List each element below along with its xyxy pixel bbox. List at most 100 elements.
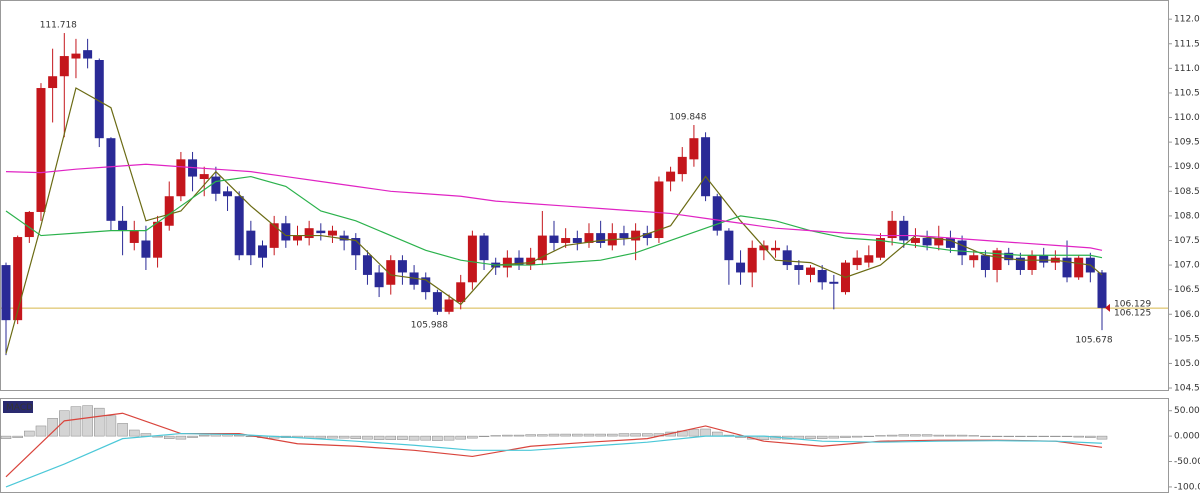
candle-body [211, 176, 221, 194]
histogram-bar [513, 434, 525, 437]
macd-panel [0, 398, 1169, 493]
y-tick-label: 112.000 [1174, 15, 1200, 25]
candle-body [794, 265, 804, 270]
candle-body [1074, 257, 1084, 278]
candle-body [537, 235, 547, 261]
candle-body [782, 250, 792, 266]
histogram-bar [362, 435, 373, 440]
y-tick-label: -100.0000 [1174, 482, 1200, 492]
histogram-bar [105, 415, 117, 437]
candle-body [829, 281, 839, 284]
candle-body [1039, 255, 1049, 263]
candle-body [153, 221, 163, 258]
price-panel [0, 0, 1169, 391]
histogram-bar [711, 431, 723, 437]
histogram-bar [688, 429, 700, 437]
histogram-bar [980, 435, 991, 437]
histogram-bar [163, 435, 175, 439]
candle-body [957, 240, 967, 256]
histogram-bar [129, 429, 140, 437]
candle-body [736, 262, 746, 273]
histogram-bar [315, 435, 327, 439]
histogram-bar [1073, 435, 1084, 438]
y-tick-label: 107.000 [1174, 261, 1200, 271]
candle-body [596, 233, 606, 243]
candle-body [654, 181, 664, 239]
y-tick-label: 106.500 [1174, 285, 1200, 295]
candle-body [281, 223, 291, 241]
candle-body [339, 235, 349, 241]
histogram-bar [24, 430, 35, 437]
histogram-bar [851, 435, 863, 438]
candle-body [83, 50, 93, 59]
candle-body [1004, 252, 1014, 261]
candle-body [1015, 257, 1025, 270]
candle-body [269, 223, 279, 248]
histogram-bar [94, 407, 105, 437]
candle-body [584, 233, 594, 243]
candle-body [316, 230, 326, 234]
histogram-bar [583, 433, 595, 437]
histogram-bar [525, 434, 536, 437]
candle-body [351, 238, 361, 256]
y-tick-label: 106.000 [1174, 310, 1200, 320]
candle-body [806, 267, 816, 275]
candle-body [887, 220, 897, 239]
candle-body [572, 238, 582, 243]
candle-body [432, 292, 442, 312]
candle-body [129, 230, 139, 243]
high-label: 111.718 [40, 21, 77, 31]
candle-body [479, 235, 489, 261]
candle-body [934, 238, 944, 246]
candle-body [747, 247, 757, 273]
candle-body [24, 211, 34, 238]
y-tick-label: 105.500 [1174, 334, 1200, 344]
histogram-bar [373, 435, 385, 440]
y-tick-label: 111.000 [1174, 64, 1200, 74]
candle-body [677, 156, 687, 175]
candle-body [852, 257, 862, 266]
histogram-bar [502, 434, 513, 437]
y-tick-label: 109.000 [1174, 162, 1200, 172]
histogram-bar [1085, 435, 1096, 438]
y-tick-label: 109.500 [1174, 138, 1200, 148]
candle-body [48, 76, 58, 89]
candle-body [771, 247, 781, 251]
histogram-bar [1003, 435, 1014, 437]
candle-body [642, 233, 652, 239]
histogram-bar [840, 435, 851, 438]
histogram-bar [805, 435, 816, 439]
candle-body [164, 196, 174, 226]
candle-body [386, 260, 396, 285]
histogram-bar [898, 434, 910, 437]
histogram-bar [572, 433, 583, 437]
histogram-bar [397, 435, 408, 440]
histogram-bar [455, 435, 466, 440]
y-tick-label: -50.0000 [1174, 457, 1200, 467]
y-tick-label: 104.500 [1174, 384, 1200, 394]
candle-body [467, 235, 477, 283]
price-line-label: 106.125 [1114, 309, 1151, 319]
histogram-bar [420, 435, 431, 441]
candle-body [526, 257, 536, 266]
candle-body [875, 238, 885, 258]
histogram-bar [338, 435, 350, 439]
histogram-bar [47, 418, 58, 437]
candle-body [899, 220, 909, 241]
histogram-bar [700, 428, 711, 437]
y-tick-label: 108.000 [1174, 211, 1200, 221]
histogram-bar [828, 435, 840, 439]
candle-body [258, 245, 268, 258]
candle-body [13, 237, 23, 321]
candle-body [444, 299, 454, 312]
candle-body [141, 240, 151, 258]
candle-body [1027, 255, 1037, 270]
candle-body [969, 255, 979, 261]
histogram-bar [432, 435, 443, 441]
histogram-bar [490, 435, 501, 437]
histogram-bar [82, 405, 93, 437]
histogram-bar [548, 433, 560, 437]
candle-body [724, 230, 734, 261]
candle-body [549, 235, 559, 243]
